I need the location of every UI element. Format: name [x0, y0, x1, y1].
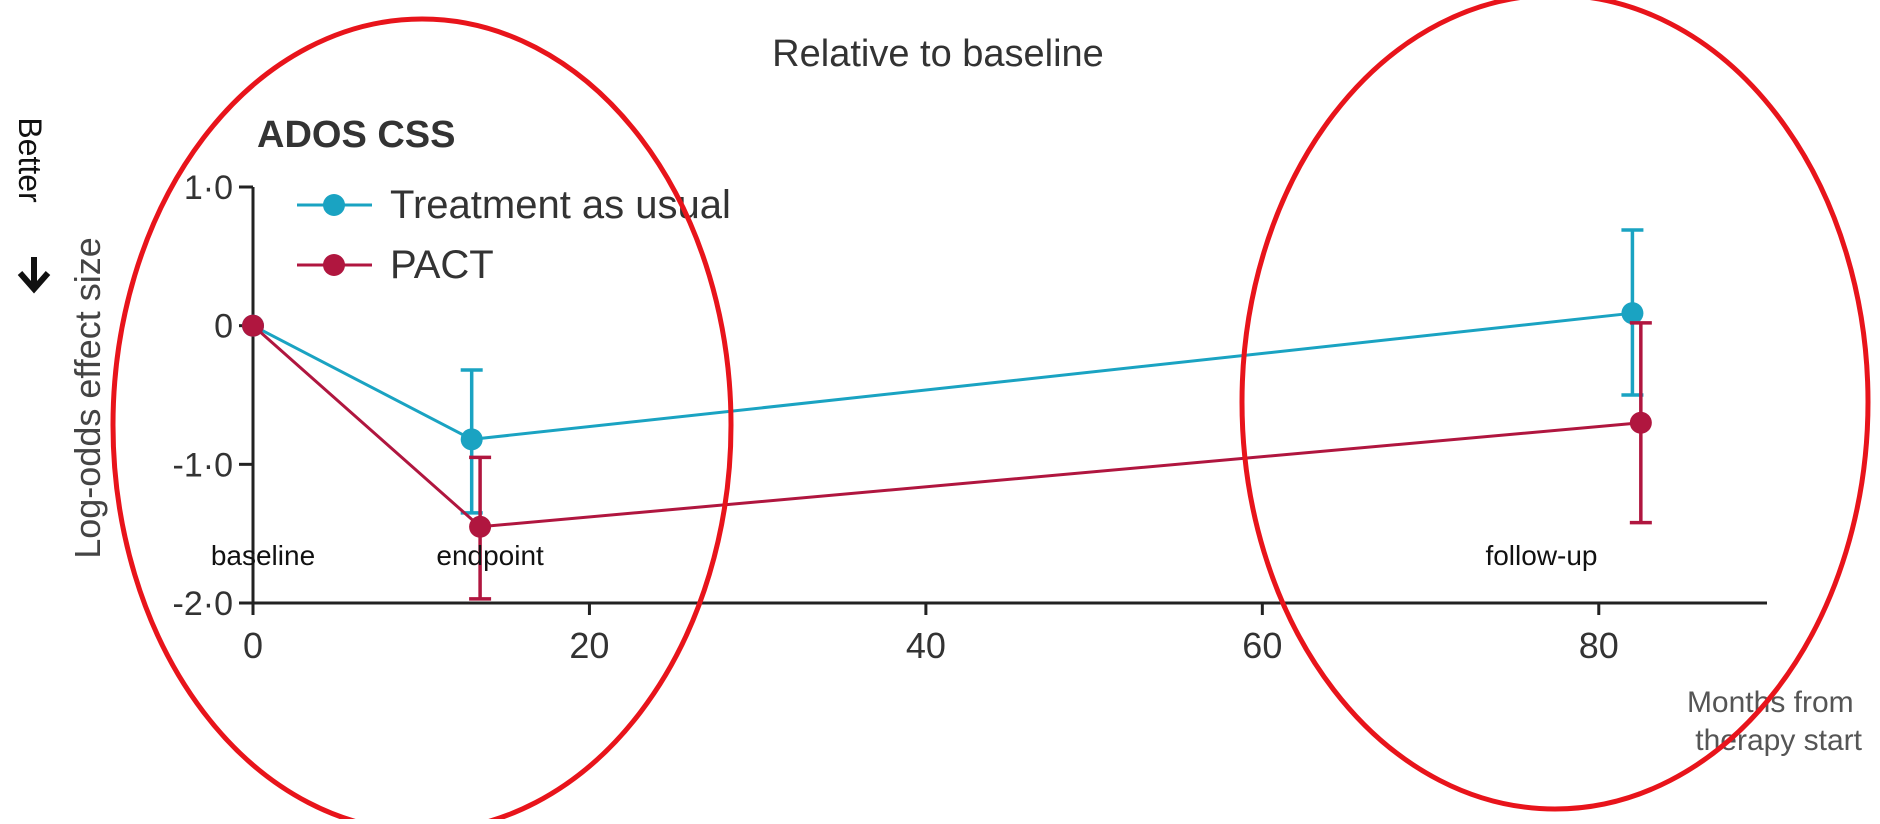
series-line-treatment-as-usual [252, 311, 1633, 441]
annotation-follow-up: follow-up [1485, 540, 1597, 571]
y-tick-label: -1·0 [173, 446, 233, 484]
annotation-baseline: baseline [211, 540, 315, 571]
x-axis-label: Months from therapy start [1687, 686, 1863, 757]
annotation-endpoint: endpoint [436, 540, 544, 571]
x-tick-label: 60 [1242, 625, 1282, 666]
data-point-treatment-as-usual [460, 428, 483, 451]
y-ticks: 1·0 0 -1·0 -2·0 [173, 169, 253, 623]
highlight-circle-right [1239, 0, 1871, 812]
chart-subtitle: ADOS CSS [257, 114, 455, 156]
legend-marker-treatment-as-usual [323, 194, 345, 216]
y-tick-label: 1·0 [184, 169, 233, 207]
legend-entry-pact: PACT [297, 243, 494, 287]
annotations: baseline endpoint follow-up [211, 540, 1598, 571]
x-axis-label-line-1: Months from [1687, 686, 1854, 719]
highlight-circle-left [110, 16, 734, 824]
down-arrow-icon [17, 257, 51, 294]
x-tick-label: 0 [243, 625, 263, 666]
data-point-treatment-as-usual [1621, 302, 1644, 325]
y-tick-label: 0 [214, 308, 233, 346]
data-point-pact [1629, 411, 1652, 434]
y-axis-label: Log-odds effect size [67, 237, 108, 559]
x-tick-label: 40 [906, 625, 946, 666]
legend: Treatment as usual PACT [297, 183, 731, 287]
x-tick-label: 20 [569, 625, 609, 666]
series-line-pact [252, 324, 1641, 529]
legend-label-pact: PACT [390, 243, 494, 287]
x-tick-label: 80 [1579, 625, 1619, 666]
y-tick-label: -2·0 [173, 585, 233, 623]
legend-entry-treatment-as-usual: Treatment as usual [297, 183, 731, 227]
chart-title: Relative to baseline [772, 33, 1104, 75]
legend-marker-pact [323, 254, 345, 276]
data-point-pact [242, 314, 264, 337]
x-axis-label-line-2: therapy start [1695, 724, 1862, 757]
better-label: Better [12, 117, 48, 203]
data-point-pact [469, 515, 492, 538]
series-pact [242, 314, 1652, 601]
x-ticks: 0 20 40 60 80 [243, 603, 1619, 666]
